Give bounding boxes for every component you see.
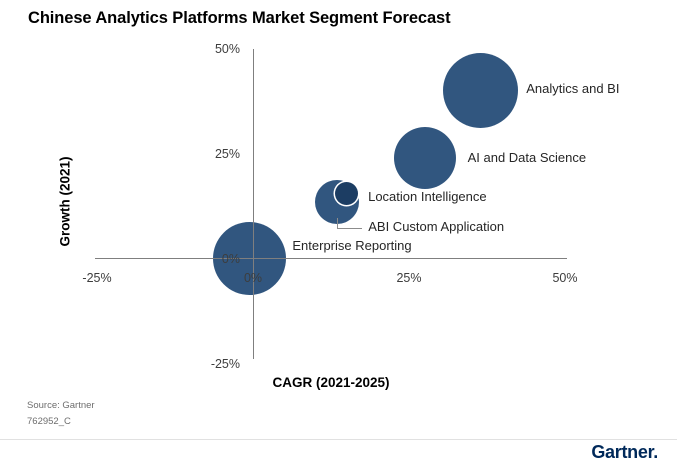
label-abi-custom-application: ABI Custom Application xyxy=(368,218,505,234)
bubble-location-intelligence xyxy=(335,181,359,205)
x-tick-label: 50% xyxy=(552,271,578,285)
label-enterprise-reporting: Enterprise Reporting xyxy=(292,237,412,253)
y-tick-label: 25% xyxy=(214,146,240,161)
y-axis-line xyxy=(253,49,254,359)
bubble-analytics-and-bi xyxy=(443,53,519,128)
document-id-text: 762952_C xyxy=(27,416,71,427)
y-tick-label: 50% xyxy=(214,41,240,56)
label-analytics-and-bi: Analytics and BI xyxy=(526,80,620,96)
label-ai-and-data-science: AI and Data Science xyxy=(467,149,587,165)
x-axis-line xyxy=(95,258,567,259)
x-axis-title: CAGR (2021-2025) xyxy=(272,375,390,390)
y-tick-label: -25% xyxy=(210,356,240,371)
leader-line-horizontal xyxy=(336,227,362,229)
footer-divider xyxy=(0,439,677,440)
x-tick-label: -25% xyxy=(82,271,112,285)
bubble-ai-and-data-science xyxy=(393,126,456,189)
y-tick-label: 0% xyxy=(221,251,240,266)
gartner-logo: Gartner. xyxy=(591,442,658,462)
chart-title: Chinese Analytics Platforms Market Segme… xyxy=(28,9,451,27)
label-location-intelligence: Location Intelligence xyxy=(368,189,487,205)
source-text: Source: Gartner xyxy=(27,400,95,411)
leader-line-vertical xyxy=(336,217,338,229)
x-tick-label: 25% xyxy=(396,271,422,285)
x-tick-label: 0% xyxy=(243,271,263,285)
